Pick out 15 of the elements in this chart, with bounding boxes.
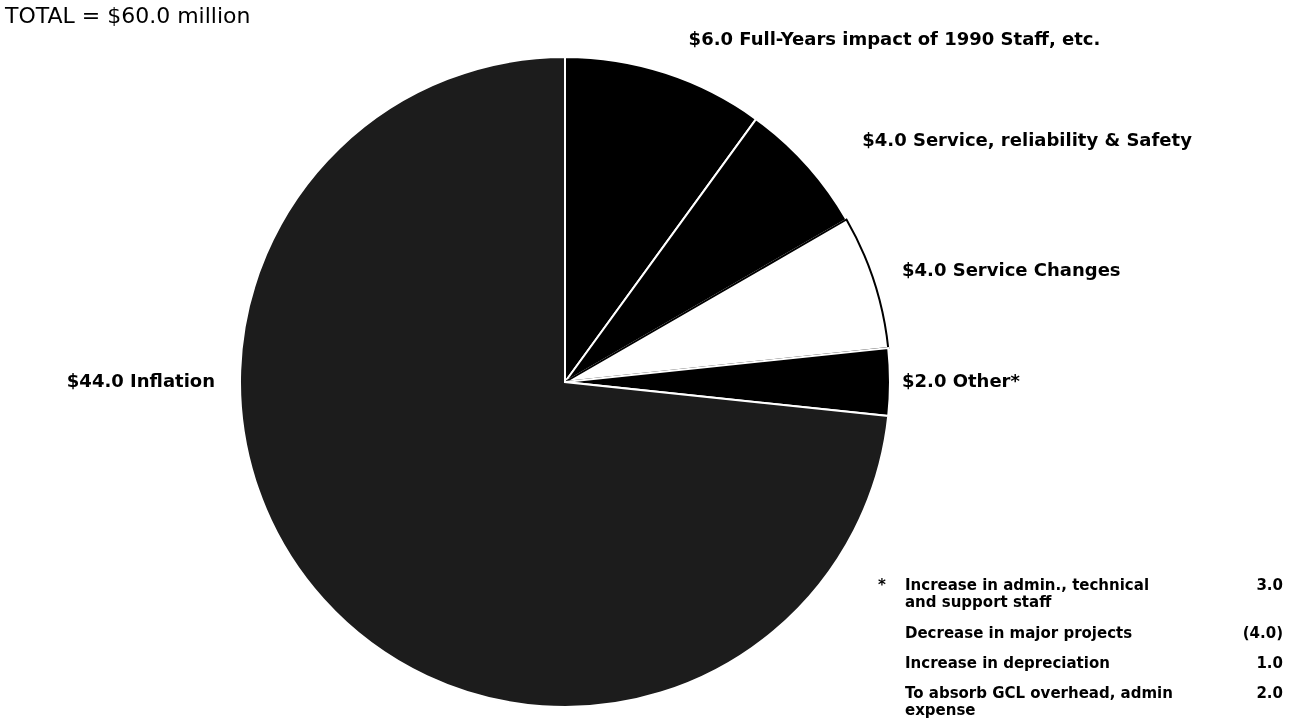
text: (4.0) (1242, 624, 1283, 642)
slice-label: $4.0 Service, reliability & Safety (862, 129, 1193, 151)
text: 1.0 (1256, 654, 1283, 672)
text: Increase in depreciation (905, 654, 1110, 672)
text: Decrease in major projects (905, 624, 1133, 642)
text: 2.0 (1256, 684, 1283, 702)
slice-label: $6.0 Full-Years impact of 1990 Staff, etc. (688, 27, 1101, 49)
text: Increase in admin., technical and support staff (905, 576, 1150, 611)
text: * (878, 576, 886, 594)
slice-label: $2.0 Other* (902, 370, 1021, 391)
text: 3.0 (1256, 576, 1283, 594)
slice-label: $4.0 Service Changes (902, 258, 1121, 280)
slice-label: $44.0 Inflation (66, 370, 215, 391)
text: To absorb GCL overhead, admin expense (905, 684, 1173, 719)
chart-title: TOTAL = $60.0 million (4, 3, 251, 28)
